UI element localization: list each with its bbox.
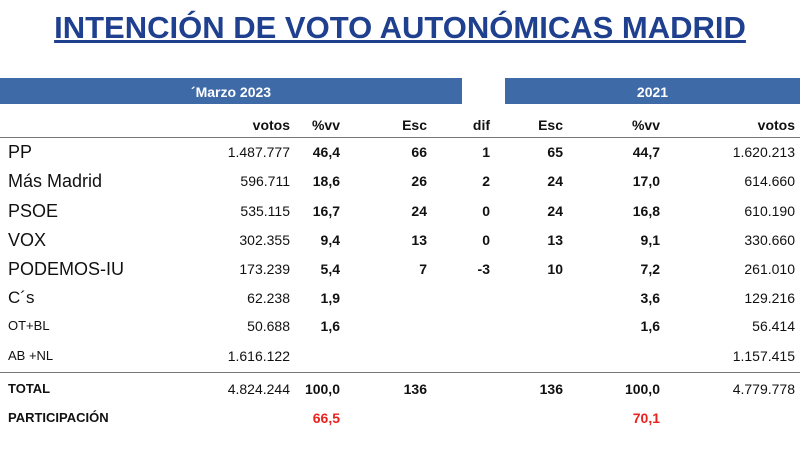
cell: 610.190 <box>744 203 795 219</box>
cell: 136 <box>539 381 563 397</box>
cell: 13 <box>411 232 427 248</box>
cell: 4.824.244 <box>227 381 290 397</box>
cell: 26 <box>411 173 427 189</box>
row-label: PODEMOS-IU <box>8 259 125 279</box>
cell: 173.239 <box>239 261 290 277</box>
cell: 100,0 <box>624 381 660 397</box>
row-label: VOX <box>8 230 47 250</box>
cell: 3,6 <box>640 290 660 306</box>
cell: 2 <box>482 173 490 189</box>
rule <box>0 137 800 138</box>
row-label: PSOE <box>8 201 59 221</box>
cell: 302.355 <box>239 232 290 248</box>
cell: 24 <box>547 203 563 219</box>
header-band: 2021 <box>505 78 800 104</box>
cell: 7 <box>419 261 427 277</box>
cell: 50.688 <box>247 318 290 334</box>
cell: 100,0 <box>304 381 340 397</box>
cell: 1.616.122 <box>227 348 290 364</box>
cell: 9,4 <box>320 232 340 248</box>
column-header: %vv <box>631 117 660 133</box>
cell: 1,6 <box>320 318 340 334</box>
cell: 0 <box>482 203 490 219</box>
column-header: votos <box>252 117 290 133</box>
cell: 596.711 <box>240 173 290 189</box>
cell: 129.216 <box>744 290 795 306</box>
cell: 46,4 <box>312 144 340 160</box>
header-band: ´Marzo 2023 <box>0 78 462 104</box>
cell: 1,9 <box>320 290 340 306</box>
column-header: votos <box>757 117 795 133</box>
cell: 18,6 <box>312 173 340 189</box>
cell: 5,4 <box>320 261 340 277</box>
header-group: 2021 <box>636 84 669 100</box>
cell: 4.779.778 <box>732 381 795 397</box>
cell: 16,7 <box>312 203 340 219</box>
cell: 330.660 <box>744 232 795 248</box>
rule <box>0 372 800 373</box>
cell: 62.238 <box>247 290 290 306</box>
cell: 17,0 <box>632 173 660 189</box>
cell: 24 <box>411 203 427 219</box>
cell: -3 <box>477 261 490 277</box>
cell: 1.487.777 <box>227 144 290 160</box>
cell: 16,8 <box>632 203 660 219</box>
cell: 9,1 <box>640 232 660 248</box>
cell: 0 <box>482 232 490 248</box>
row-label: PARTICIPACIÓN <box>8 410 109 425</box>
cell: 66,5 <box>312 410 340 426</box>
header-group: ´Marzo 2023 <box>190 84 272 100</box>
column-header: Esc <box>538 117 563 133</box>
row-label: TOTAL <box>8 381 51 396</box>
cell: 70,1 <box>632 410 660 426</box>
row-label: AB +NL <box>8 348 54 363</box>
cell: 13 <box>547 232 563 248</box>
row-label: C´s <box>8 288 35 307</box>
cell: 7,2 <box>640 261 660 277</box>
column-header: %vv <box>311 117 340 133</box>
cell: 535.115 <box>240 203 290 219</box>
cell: 136 <box>403 381 427 397</box>
cell: 1 <box>482 144 490 160</box>
row-label: Más Madrid <box>8 171 103 191</box>
cell: 1.620.213 <box>732 144 795 160</box>
cell: 56.414 <box>752 318 795 334</box>
cell: 10 <box>547 261 563 277</box>
cell: 261.010 <box>744 261 795 277</box>
column-header: dif <box>472 117 490 133</box>
cell: 66 <box>411 144 427 160</box>
column-header: Esc <box>402 117 427 133</box>
cell: 614.660 <box>744 173 795 189</box>
row-label: OT+BL <box>8 318 50 333</box>
cell: 1,6 <box>640 318 660 334</box>
cell: 24 <box>547 173 563 189</box>
title: INTENCIÓN DE VOTO AUTONÓMICAS MADRID <box>54 10 746 45</box>
cell: 44,7 <box>632 144 660 160</box>
cell: 1.157.415 <box>732 348 795 364</box>
cell: 65 <box>547 144 563 160</box>
row-label: PP <box>8 142 33 162</box>
